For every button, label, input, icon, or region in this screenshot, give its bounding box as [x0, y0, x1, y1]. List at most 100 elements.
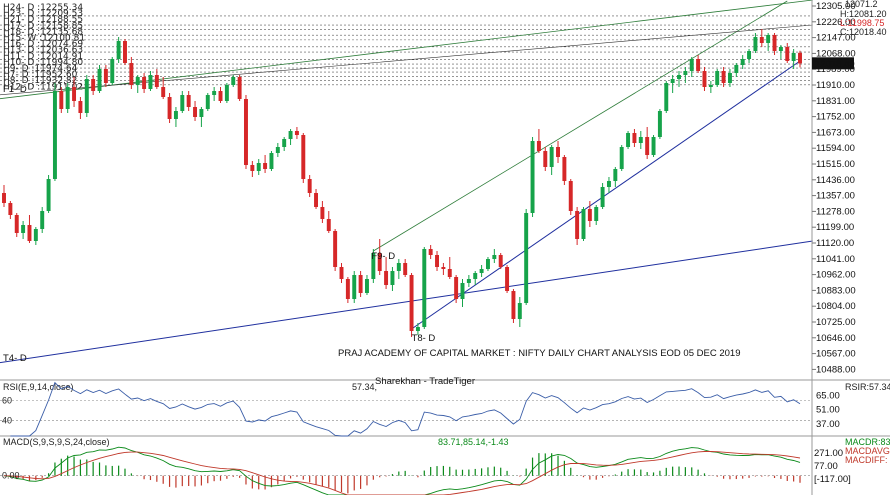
trendline-t4 [0, 240, 813, 364]
candle-body [231, 77, 236, 85]
candle-body [224, 85, 229, 101]
candle-body [435, 255, 439, 267]
candle-body [556, 147, 560, 157]
price-tick-label: 11357.00 [816, 191, 855, 202]
candle-body [237, 77, 242, 99]
level-label: H18- D :12135.68 [3, 27, 83, 37]
trendline-label: F9- D [371, 251, 395, 262]
candle-body [314, 193, 319, 207]
trend-lines [0, 0, 813, 364]
candle-body [562, 157, 567, 181]
candle-body [65, 87, 70, 109]
trendline-f1 [0, 0, 813, 100]
level-label: H23- D :12209.53 [3, 9, 83, 19]
price-tick-label: 12147.00 [816, 33, 856, 44]
macd-panel: MACD(S,9,S,9,S,24,close) 83.71,85.14,-1.4… [0, 437, 890, 495]
last-price-label: 12018.40 [815, 59, 855, 70]
trendline-label: F1- D [3, 84, 27, 95]
candle-body [103, 69, 108, 83]
candle-body [78, 101, 83, 113]
candle-body [575, 211, 580, 239]
candle-body [657, 111, 662, 137]
macd-value: 83.71,85.14,-1.43 [438, 437, 509, 447]
candle-body [46, 179, 51, 211]
price-tick-label: 11120.00 [816, 238, 854, 249]
candle-body [333, 231, 338, 267]
candle-body [52, 91, 57, 179]
price-tick-label: 11278.00 [816, 206, 855, 217]
candle-body [129, 63, 134, 85]
candle-body [161, 87, 166, 97]
candle-body [447, 269, 452, 277]
candle-body [27, 225, 32, 241]
candle-body [72, 87, 77, 101]
rsi-right-label: RSIR:57.34 [845, 382, 890, 392]
level-label: H12- D :11911.02 [3, 82, 83, 92]
ohlc-open: 12071.2 [845, 0, 878, 9]
candle-body [645, 137, 650, 155]
level-label: H8- D :11932.82 [3, 76, 77, 86]
candle-body [759, 37, 764, 43]
chart-text: F1- D T4- D T8- D F9- D 12071.2H:12081.20L:1… [3, 0, 887, 387]
candle-body [154, 75, 159, 87]
macd-tick-label: [-117.00] [814, 474, 851, 485]
price-tick-label: 10804.00 [816, 301, 856, 312]
price-tick-label: 10646.00 [816, 333, 856, 344]
rsi-panel: 60 40 RSI(E,9,14,close) 57.34, RSIR:57.34 65.… [0, 381, 890, 437]
last-price-box [812, 57, 854, 70]
ohlc-high: H:12081.20 [840, 9, 887, 19]
candle-body [116, 41, 121, 59]
candle-body [307, 179, 312, 193]
candle-body [702, 71, 707, 87]
candle-body [473, 273, 478, 279]
candle-body [59, 91, 64, 109]
candle-body [135, 77, 140, 85]
candle-body [766, 35, 771, 43]
level-label: H24- D :12255.34 [3, 3, 83, 13]
candle-body [218, 91, 223, 101]
candle-body [626, 133, 631, 147]
price-tick-label: 11199.00 [816, 222, 854, 233]
price-tick-label: 12305.00 [816, 1, 856, 12]
candle-body [772, 35, 777, 51]
candle-body [345, 279, 350, 299]
candle-body [339, 267, 344, 279]
candle-body [511, 291, 516, 319]
candle-body [390, 271, 395, 285]
level-label: H21- D :12188.55 [3, 15, 83, 25]
candle-body [505, 267, 510, 291]
candle-body [142, 77, 147, 89]
candle-body [683, 71, 688, 75]
candle-body [466, 279, 471, 283]
level-label: H10- D :11994.80 [3, 58, 83, 68]
candles [2, 29, 802, 337]
candle-body [294, 131, 299, 135]
price-tick-label: 11041.00 [816, 254, 855, 265]
candle-body [173, 111, 178, 119]
macd-label: MACD(S,9,S,9,S,24,close) [3, 437, 110, 447]
macd-tick-label: 271.00 [814, 448, 843, 459]
candle-body [543, 151, 548, 167]
channel-upper [373, 0, 788, 252]
price-tick-label: 11831.00 [816, 96, 855, 107]
candle-body [689, 59, 694, 71]
candle-body [606, 181, 611, 187]
price-tick-label: 11515.00 [816, 159, 855, 170]
rsi-left-tick: 40 [2, 416, 12, 426]
candle-body [479, 269, 484, 273]
candle-body [180, 95, 185, 111]
candle-body [549, 147, 554, 167]
price-tick-label: 11673.00 [816, 127, 855, 138]
candle-body [415, 327, 420, 331]
chart-title: PRAJ ACADEMY OF CAPITAL MARKET : NIFTY D… [338, 348, 740, 359]
candle-body [791, 53, 796, 61]
price-tick-label: 10883.00 [816, 285, 856, 296]
price-tick-label: 12226.00 [816, 17, 856, 28]
candle-body [536, 141, 541, 151]
rsi-tick-label: 37.00 [816, 419, 840, 430]
candle-body [205, 95, 210, 109]
candle-body [798, 52, 802, 64]
candle-body [632, 133, 637, 143]
candle-body [2, 193, 6, 203]
candle-body [371, 253, 376, 279]
